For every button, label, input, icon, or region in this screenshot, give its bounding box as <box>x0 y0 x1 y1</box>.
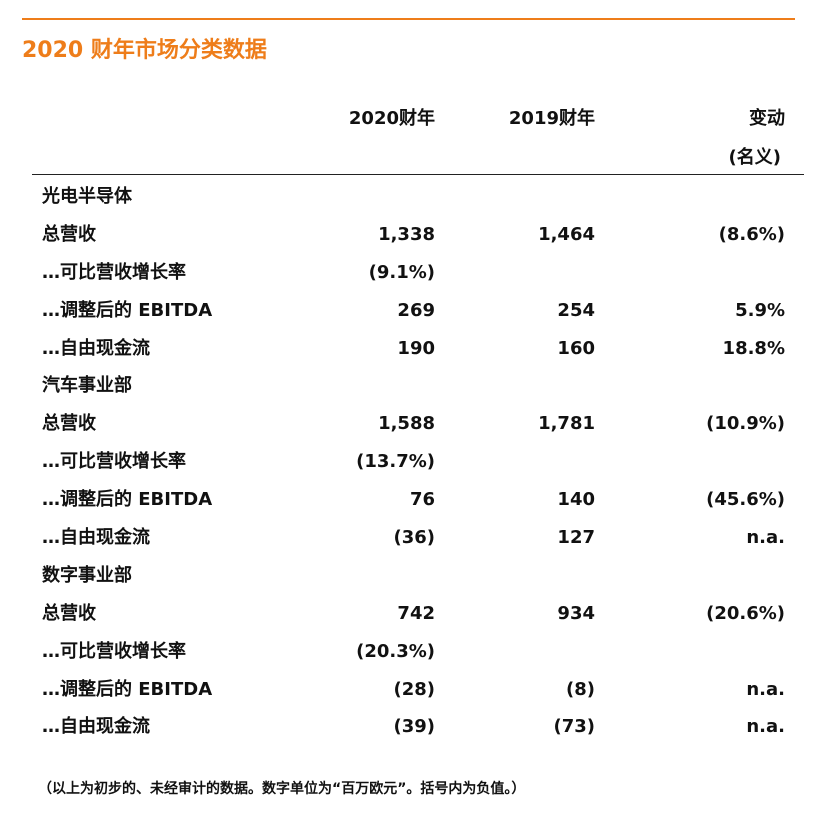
row-label: 总营收 <box>42 413 96 435</box>
value-change: (45.6%) <box>706 489 785 511</box>
value-2020: 190 <box>397 337 435 359</box>
value-2019: 140 <box>557 489 595 511</box>
table-row: 汽车事业部 <box>0 367 835 405</box>
table-row: …可比营收增长率 (13.7%) <box>0 443 835 481</box>
table-row: …调整后的 EBITDA 269 254 5.9% <box>0 292 835 330</box>
value-change: n.a. <box>746 678 785 700</box>
value-2020: 269 <box>397 299 435 321</box>
page-title: 2020 财年市场分类数据 <box>22 38 267 63</box>
row-label: 总营收 <box>42 602 96 624</box>
table-row: 总营收 742 934 (20.6%) <box>0 595 835 633</box>
value-change: 5.9% <box>735 299 785 321</box>
row-label: …自由现金流 <box>42 337 150 359</box>
table-row: 光电半导体 <box>0 178 835 216</box>
value-2019: 160 <box>557 337 595 359</box>
column-header-2020: 2020财年 <box>348 108 435 129</box>
value-2020: (28) <box>393 678 435 700</box>
column-header-2019: 2019财年 <box>508 108 595 129</box>
value-2019: 934 <box>557 602 595 624</box>
table-row: …可比营收增长率 (20.3%) <box>0 633 835 671</box>
footnote: （以上为初步的、未经审计的数据。数字单位为“百万欧元”。括号内为负值。） <box>38 781 526 797</box>
value-2020: (39) <box>393 716 435 738</box>
table-row: 总营收 1,588 1,781 (10.9%) <box>0 405 835 443</box>
value-2019: 1,781 <box>538 413 595 435</box>
value-2020: 742 <box>397 602 435 624</box>
value-2020: (9.1%) <box>368 261 435 283</box>
value-2019: 127 <box>557 527 595 549</box>
value-2019: 1,464 <box>538 223 595 245</box>
row-label: 光电半导体 <box>42 186 132 207</box>
value-2020: (13.7%) <box>356 451 435 473</box>
row-label: …可比营收增长率 <box>42 640 186 662</box>
value-change: (10.9%) <box>706 413 785 435</box>
table-row: …调整后的 EBITDA (28) (8) n.a. <box>0 671 835 709</box>
data-table: 光电半导体 总营收 1,338 1,464 (8.6%) …可比营收增长率 (9… <box>0 178 835 746</box>
row-label: …可比营收增长率 <box>42 451 186 473</box>
table-row: 数字事业部 <box>0 557 835 595</box>
column-header-change-sub: (名义) <box>728 147 781 168</box>
value-2020: 76 <box>409 489 435 511</box>
value-2019: (8) <box>566 678 595 700</box>
table-row: 总营收 1,338 1,464 (8.6%) <box>0 216 835 254</box>
row-label: …调整后的 EBITDA <box>42 678 213 700</box>
table-row: …自由现金流 190 160 18.8% <box>0 330 835 368</box>
row-label: …可比营收增长率 <box>42 261 186 283</box>
table-row: …调整后的 EBITDA 76 140 (45.6%) <box>0 481 835 519</box>
value-2019: 254 <box>557 299 595 321</box>
row-label: …调整后的 EBITDA <box>42 299 213 321</box>
value-change: 18.8% <box>722 337 785 359</box>
value-change: n.a. <box>746 527 785 549</box>
value-2020: 1,588 <box>378 413 435 435</box>
table-row: …自由现金流 (36) 127 n.a. <box>0 519 835 557</box>
value-change: (20.6%) <box>706 602 785 624</box>
row-label: …自由现金流 <box>42 527 150 549</box>
header-divider <box>32 174 804 175</box>
row-label: 总营收 <box>42 223 96 245</box>
table-row: …可比营收增长率 (9.1%) <box>0 254 835 292</box>
value-2020: (20.3%) <box>356 640 435 662</box>
row-label: …调整后的 EBITDA <box>42 489 213 511</box>
value-2019: (73) <box>553 716 595 738</box>
top-accent-rule <box>22 18 795 20</box>
value-change: n.a. <box>746 716 785 738</box>
row-label: 汽车事业部 <box>42 375 132 397</box>
value-change: (8.6%) <box>718 223 785 245</box>
table-row: …自由现金流 (39) (73) n.a. <box>0 708 835 746</box>
column-header-change: 变动 <box>749 108 785 129</box>
row-label: …自由现金流 <box>42 716 150 738</box>
row-label: 数字事业部 <box>42 564 132 586</box>
value-2020: (36) <box>393 527 435 549</box>
value-2020: 1,338 <box>378 223 435 245</box>
